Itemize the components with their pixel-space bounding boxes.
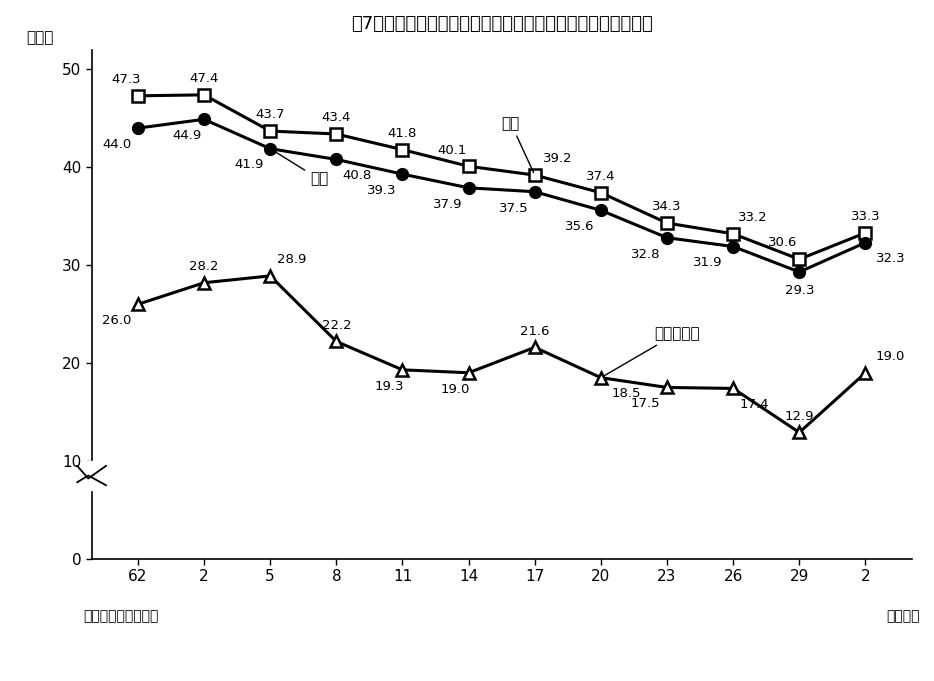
Text: 28.2: 28.2: [190, 260, 219, 273]
Text: 19.3: 19.3: [375, 379, 404, 393]
Text: 19.0: 19.0: [441, 383, 470, 396]
Title: 図7　施設の種類別にみた退院患者の平均在院日数の年次推移: 図7 施設の種類別にみた退院患者の平均在院日数の年次推移: [351, 15, 653, 33]
Text: 17.5: 17.5: [631, 397, 660, 410]
Text: 29.3: 29.3: [785, 284, 814, 297]
Text: 12.9: 12.9: [785, 410, 814, 423]
Text: 34.3: 34.3: [652, 200, 682, 213]
Text: 一般診療所: 一般診療所: [603, 326, 700, 377]
Text: （日）: （日）: [26, 30, 53, 45]
Text: 18.5: 18.5: [611, 387, 641, 400]
Text: 47.4: 47.4: [190, 72, 219, 85]
Text: 33.2: 33.2: [738, 211, 768, 224]
Text: 30.6: 30.6: [768, 236, 798, 249]
Text: 22.2: 22.2: [321, 319, 351, 332]
Text: 32.8: 32.8: [631, 247, 660, 261]
Text: 37.9: 37.9: [432, 197, 462, 210]
Text: 44.9: 44.9: [173, 129, 202, 142]
Text: 43.4: 43.4: [321, 111, 351, 124]
Text: 病院: 病院: [502, 116, 533, 172]
Text: 44.0: 44.0: [102, 138, 132, 151]
Text: 昭和・・年平成・年: 昭和・・年平成・年: [83, 609, 159, 624]
Text: 令和・年: 令和・年: [886, 609, 920, 624]
Text: 40.1: 40.1: [437, 144, 467, 157]
Text: 31.9: 31.9: [693, 256, 723, 269]
Text: 39.3: 39.3: [366, 184, 396, 197]
Text: 37.4: 37.4: [587, 170, 616, 183]
Text: 47.3: 47.3: [111, 73, 141, 86]
Text: 41.9: 41.9: [234, 159, 263, 172]
Text: 28.9: 28.9: [276, 253, 306, 266]
Text: 26.0: 26.0: [102, 314, 132, 327]
Text: 21.6: 21.6: [520, 325, 549, 338]
Text: 32.3: 32.3: [876, 253, 905, 266]
Text: 39.2: 39.2: [544, 153, 573, 165]
Text: 17.4: 17.4: [740, 398, 769, 411]
Text: 35.6: 35.6: [565, 220, 594, 233]
Text: 37.5: 37.5: [499, 202, 529, 215]
Text: 41.8: 41.8: [388, 127, 417, 140]
Text: 19.0: 19.0: [876, 350, 905, 363]
Text: 40.8: 40.8: [343, 169, 372, 183]
Text: 33.3: 33.3: [851, 210, 880, 223]
Text: 総数: 総数: [273, 150, 328, 187]
Text: 43.7: 43.7: [255, 108, 285, 121]
